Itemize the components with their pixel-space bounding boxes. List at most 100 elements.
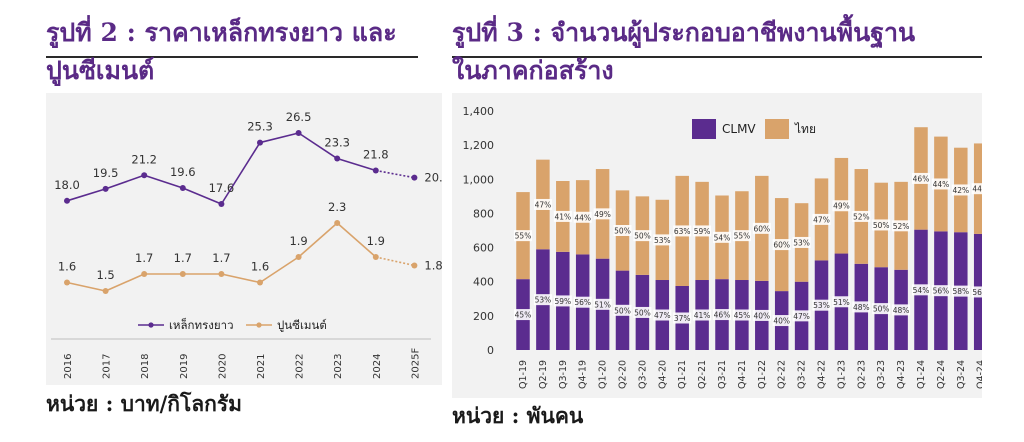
x-tick-label: Q2-23 [856, 360, 867, 389]
cement-data-label: 1.6 [251, 260, 269, 274]
thai-pct-label: 53% [654, 236, 671, 245]
steel-data-label: 23.3 [324, 136, 350, 150]
cement-line-segment [259, 256, 300, 284]
x-tick-label: Q2-21 [697, 360, 708, 389]
thai-pct-label: 54% [714, 233, 731, 242]
clmv-pct-label-bg [852, 301, 871, 313]
y-tick-label: 1,200 [463, 139, 495, 152]
x-tick-label: Q1-24 [916, 360, 927, 389]
thai-pct-label: 50% [614, 227, 631, 236]
cement-data-label: 1.6 [58, 260, 76, 274]
clmv-pct-label-bg [792, 310, 811, 322]
cement-legend-label: ปูนซีเมนต์ [277, 318, 327, 332]
clmv-pct-label-bg [553, 295, 572, 307]
thai-pct-label: 60% [773, 241, 790, 250]
thai-pct-label: 60% [753, 224, 770, 233]
x-tick-label: Q1-21 [677, 360, 688, 389]
clmv-pct-label-bg [673, 312, 692, 324]
thai-legend-swatch [765, 119, 789, 139]
right-chart-title-line2: ในภาคก่อสร้าง [452, 56, 614, 85]
clmv-pct-label: 51% [833, 298, 850, 307]
x-tick-label: Q3-23 [876, 360, 887, 389]
clmv-pct-label-bg [653, 309, 672, 321]
clmv-pct-label-bg [872, 303, 891, 315]
steel-line-segment [105, 174, 145, 190]
clmv-pct-label-bg [514, 309, 532, 321]
y-tick-label: 1,000 [463, 173, 495, 186]
steel-line-segment [143, 174, 184, 189]
clmv-pct-label-bg [573, 296, 592, 308]
thai-pct-label: 55% [515, 232, 532, 241]
steel-line-segment [182, 187, 222, 205]
thai-pct-label-bg [832, 200, 851, 212]
clmv-pct-label: 56% [933, 287, 950, 296]
x-tick-label: 2019 [179, 354, 190, 379]
steel-point [64, 197, 70, 204]
steel-data-label: 26.5 [286, 110, 312, 124]
steel-point [372, 167, 379, 174]
x-tick-label: Q1-19 [518, 360, 529, 389]
thai-pct-label-bg [653, 234, 672, 246]
thai-pct-label: 44% [933, 180, 950, 189]
y-tick-label: 1,400 [463, 105, 495, 118]
y-tick-label: 400 [473, 276, 494, 289]
cement-line-segment [375, 256, 415, 267]
thai-pct-label-bg [732, 230, 751, 242]
x-tick-label: 2017 [102, 354, 113, 379]
steel-data-label: 21.8 [363, 147, 389, 161]
x-tick-label: Q4-19 [578, 360, 589, 389]
y-tick-label: 200 [473, 310, 494, 323]
cement-data-label: 1.9 [367, 234, 385, 248]
clmv-pct-label-bg [732, 309, 751, 321]
thai-pct-label-bg [713, 231, 731, 243]
x-tick-label: Q3-24 [956, 360, 967, 389]
thai-pct-label: 44% [972, 185, 982, 194]
steel-point [411, 174, 418, 181]
clmv-pct-label-bg [812, 299, 831, 311]
bar-chart: 0 200 400 600 800 1,000 1,200 1,400 45% 55% Q1-19 5… [463, 105, 990, 389]
thai-pct-label: 46% [913, 174, 930, 183]
x-tick-label: 2023 [333, 354, 344, 379]
x-tick-label: Q4-20 [657, 360, 668, 389]
steel-data-label: 19.5 [93, 166, 119, 180]
x-tick-label: Q2-22 [777, 360, 788, 389]
clmv-pct-label: 58% [952, 287, 969, 296]
steel-point [141, 172, 148, 179]
x-tick-label: Q1-20 [598, 360, 609, 389]
clmv-pct-label: 40% [773, 317, 790, 326]
line-chart: 18.0 19.5 21.2 19.6 17.6 25.3 26.5 23.3 21.8 20.9… [51, 110, 450, 379]
clmv-pct-label: 59% [554, 297, 571, 306]
cement-line-segment [66, 281, 106, 292]
thai-pct-label: 59% [694, 227, 711, 236]
thai-pct-label-bg [613, 225, 632, 236]
steel-line-segment [336, 157, 377, 172]
steel-point [334, 155, 341, 162]
steel-line-segment [298, 132, 338, 160]
x-tick-label: 2020 [217, 354, 228, 379]
steel-data-label: 25.3 [247, 120, 273, 134]
x-tick-label: Q1-22 [757, 360, 768, 389]
clmv-pct-label-bg [772, 315, 791, 327]
steel-line-segment [66, 188, 106, 202]
steel-line-segment [220, 142, 261, 205]
right-unit-note: หน่วย : พันคน [452, 403, 584, 428]
clmv-pct-label-bg [613, 304, 632, 316]
x-tick-label: Q4-23 [896, 360, 907, 389]
steel-point [295, 130, 302, 136]
steel-data-label: 18.0 [54, 178, 80, 192]
thai-pct-label: 63% [674, 227, 691, 236]
clmv-pct-label: 45% [515, 311, 532, 320]
thai-pct-label-bg [673, 225, 692, 237]
clmv-pct-label: 50% [614, 306, 631, 315]
thai-pct-label-bg [553, 210, 572, 222]
thai-pct-label-bg [593, 208, 612, 220]
clmv-pct-label: 54% [913, 286, 930, 295]
thai-pct-label-bg [892, 220, 911, 232]
clmv-pct-label-bg [892, 304, 911, 316]
thai-pct-label-bg [931, 178, 950, 190]
thai-pct-label-bg [514, 230, 532, 242]
thai-pct-label: 47% [813, 215, 830, 224]
clmv-pct-label-bg [593, 298, 612, 310]
x-tick-label: Q3-20 [637, 360, 648, 389]
clmv-pct-label: 47% [793, 312, 810, 321]
